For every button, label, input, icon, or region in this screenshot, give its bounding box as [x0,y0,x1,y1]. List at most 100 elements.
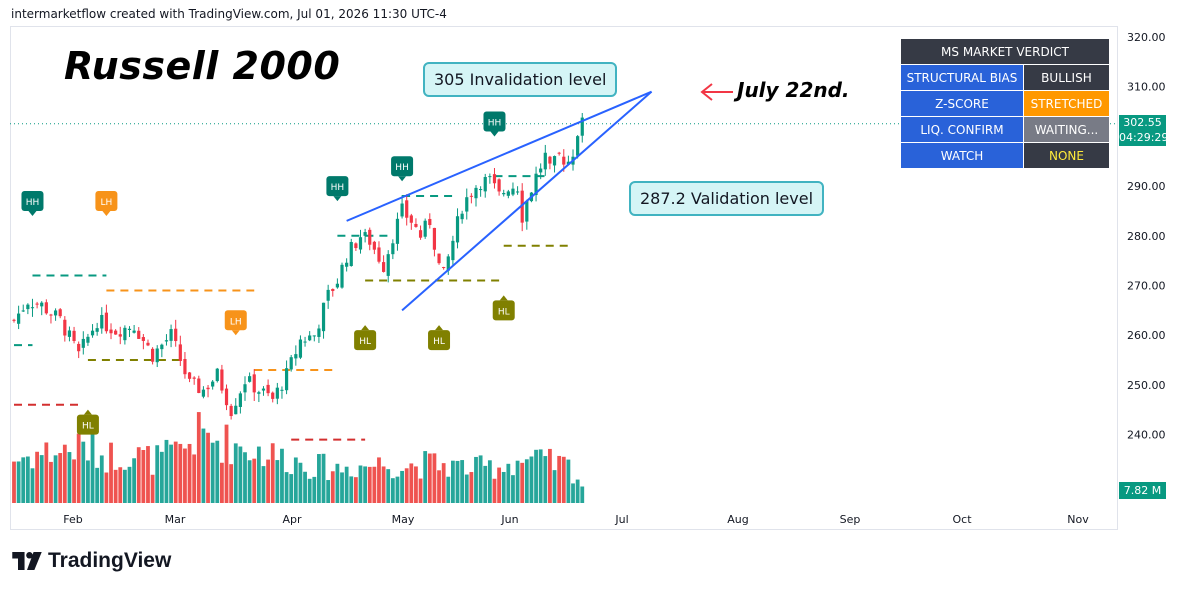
verdict-label: Z-SCORE [901,91,1023,116]
volume-bar [552,470,557,503]
candle [382,262,386,272]
volume-bar [16,461,21,503]
volume-bar [400,470,404,503]
wedge-trendline[interactable] [401,90,653,312]
candle [100,314,104,329]
wedge-trendline[interactable] [346,90,652,222]
july-22-annotation: July 22nd. [737,78,850,102]
svg-text:LH: LH [101,198,113,208]
x-tick-label: May [392,513,415,526]
volume-bar [261,466,266,503]
volume-bar [381,466,386,503]
volume-bar [132,458,137,503]
volume-bar [534,449,538,503]
swing-marker-hl: HL [428,325,451,351]
volume-bar [298,462,303,503]
y-tick-label: 270.00 [1127,280,1166,293]
volume-bar [487,460,492,503]
volume-bar [183,448,187,503]
candle [552,156,557,166]
candle [30,307,35,309]
candle [455,216,460,243]
volume-bar [571,483,575,503]
volume-bar [136,447,141,503]
candle [423,220,427,237]
volume-bar [372,466,377,503]
candle [95,328,99,332]
swing-marker-hh: HH [391,156,414,182]
volume-bar [349,476,354,503]
volume-bar [44,442,49,503]
candle [442,267,446,269]
volume-bar [243,452,247,503]
candle [391,243,395,255]
swing-marker-hl: HL [492,295,515,321]
candle [261,388,266,391]
volume-bar [340,472,344,503]
candle [141,337,145,341]
invalidation-callout: 305 Invalidation level [423,62,618,97]
volume-bar [446,476,451,503]
candle [566,161,570,165]
volume-bar [90,433,95,503]
candle [174,328,178,342]
volume-bar [520,462,525,503]
volume-bar [501,471,506,503]
volume-bar [62,444,67,503]
y-tick-label: 240.00 [1127,429,1166,442]
candle [580,117,584,136]
volume-bar [210,442,215,503]
volume-bar [224,424,229,503]
x-tick-label: Jul [614,513,628,526]
volume-bar [395,476,400,503]
candle [432,227,437,250]
countdown-timer: 04:29:29 [1119,131,1169,144]
volume-bar [141,450,146,503]
candle [118,334,122,337]
volume-bar [178,443,183,503]
candle [127,328,132,330]
volume-bar [326,480,331,503]
candle [460,213,464,220]
arrow-head [700,83,713,101]
swing-marker-hh: HH [21,191,44,217]
volume-bar [289,474,294,503]
candle [77,343,81,352]
candle [151,348,155,362]
july-arrow [700,83,733,101]
volume-bar [67,452,72,503]
volume-bar [437,470,441,503]
volume-bar [76,433,81,503]
tradingview-logo[interactable]: TradingView [12,549,171,573]
candle [576,136,580,156]
candle [289,357,293,370]
volume-bar [312,476,317,503]
y-tick-label: 250.00 [1127,379,1166,392]
volume-bar [280,448,284,503]
candle [539,168,543,173]
candle [187,372,192,379]
volume-bar [335,463,340,503]
volume-bar [506,463,511,503]
volume-bar [303,471,307,503]
candle [266,384,270,394]
volume-bar [150,474,155,503]
candle [169,329,173,341]
rising-wedge [346,90,653,312]
candle [211,381,215,387]
volume-bar [229,464,234,503]
volume-bar [233,443,238,503]
volume-bar [25,456,30,503]
candle [164,340,169,342]
candle [525,200,529,222]
chart-header: intermarketflow created with TradingView… [11,7,447,21]
candle [234,405,238,415]
volume-bar [497,467,501,503]
x-tick-label: Feb [63,513,82,526]
verdict-label: STRUCTURAL BIAS [901,65,1023,90]
candle [349,242,353,266]
volume-bar [215,440,220,503]
candle [40,302,44,307]
candle [192,377,196,379]
